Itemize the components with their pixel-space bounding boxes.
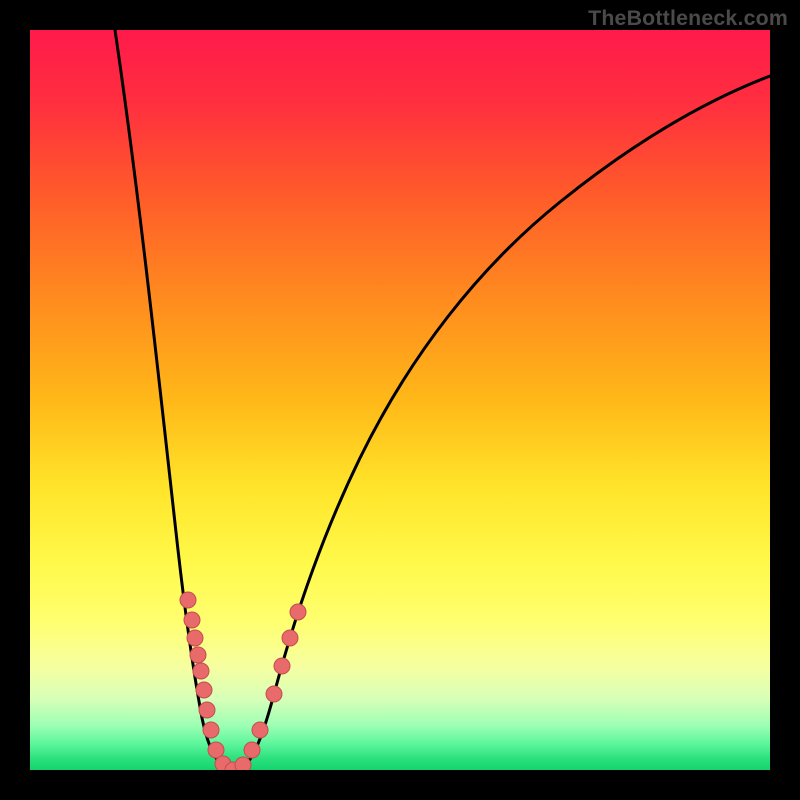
- data-marker: [196, 682, 212, 698]
- curve-layer: [30, 30, 770, 770]
- data-marker: [193, 663, 209, 679]
- curve-left-branch: [115, 30, 233, 770]
- data-marker: [180, 592, 196, 608]
- data-marker: [244, 742, 260, 758]
- data-marker: [187, 630, 203, 646]
- watermark-text: TheBottleneck.com: [588, 6, 788, 31]
- chart-root: TheBottleneck.com: [0, 0, 800, 800]
- data-marker: [184, 612, 200, 628]
- plot-area: [30, 30, 770, 770]
- data-marker: [274, 658, 290, 674]
- data-marker: [199, 702, 215, 718]
- data-marker: [208, 742, 224, 758]
- data-marker: [235, 757, 251, 770]
- data-marker: [203, 722, 219, 738]
- data-marker: [190, 647, 206, 663]
- data-marker: [282, 630, 298, 646]
- data-marker: [252, 722, 268, 738]
- data-marker: [266, 686, 282, 702]
- data-marker: [290, 604, 306, 620]
- curve-right-branch: [233, 76, 770, 770]
